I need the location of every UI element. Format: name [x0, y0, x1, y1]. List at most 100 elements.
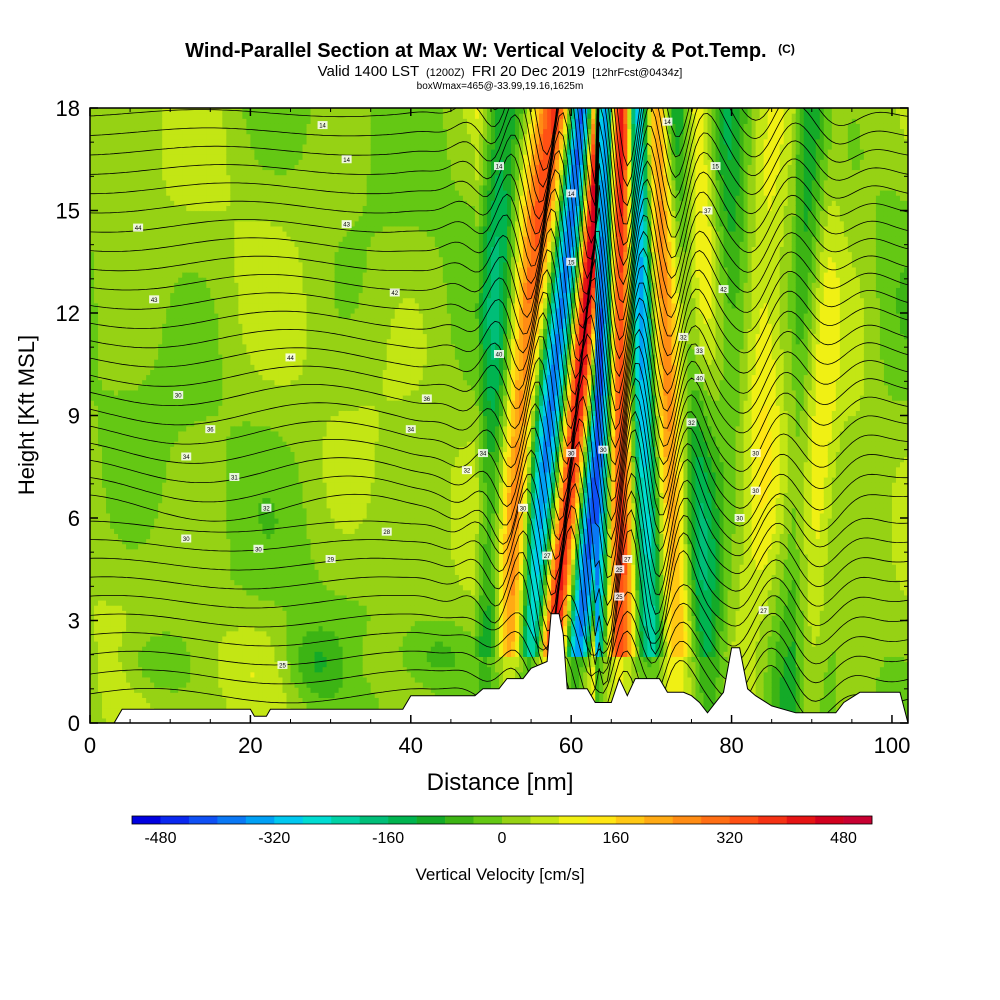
x-tick-label: 100 — [874, 733, 911, 758]
contour-label: 14 — [566, 189, 576, 198]
contour-label: 27 — [542, 552, 552, 561]
colorbar-tick-label: 320 — [716, 830, 743, 847]
contour-label: 27 — [622, 555, 632, 564]
title-copyright-mark: (C) — [778, 42, 795, 56]
colorbar-swatch — [189, 816, 218, 824]
colorbar-label: Vertical Velocity [cm/s] — [415, 865, 584, 884]
contour-label: 25 — [614, 593, 624, 602]
contour-label: 34 — [181, 453, 191, 462]
contour-label: 29 — [326, 555, 336, 564]
colorbar-swatch — [787, 816, 816, 824]
contour-label: 30 — [598, 446, 608, 455]
colorbar-tick-label: -160 — [372, 830, 404, 847]
contour-label: 43 — [149, 295, 159, 304]
contour-label: 27 — [759, 606, 769, 615]
colorbar-tick-label: -320 — [258, 830, 290, 847]
contour-label: 30 — [751, 449, 761, 458]
colorbar-swatch — [559, 816, 588, 824]
contour-label: 32 — [462, 466, 472, 475]
contour-label: 34 — [478, 449, 488, 458]
y-tick-label: 9 — [68, 404, 80, 429]
colorbar-swatch — [502, 816, 531, 824]
contour-label: 34 — [406, 425, 416, 434]
contour-label: 42 — [390, 289, 400, 298]
contour-label: 30 — [735, 514, 745, 523]
contour-label: 14 — [662, 118, 672, 127]
contour-label: 42 — [719, 285, 729, 294]
contour-label: 15 — [566, 258, 576, 267]
contour-label: 40 — [694, 374, 704, 383]
colorbar-swatch — [132, 816, 161, 824]
colorbar-swatch — [815, 816, 844, 824]
x-tick-label: 0 — [84, 733, 96, 758]
y-tick-label: 15 — [56, 199, 80, 224]
subtitle-valid: Valid 1400 LST — [318, 63, 419, 80]
contour-label: 28 — [382, 528, 392, 537]
contour-label: 36 — [422, 394, 432, 403]
colorbar-swatch — [217, 816, 246, 824]
contour-label: 14 — [342, 155, 352, 164]
plot-area: 14 14 14 14 15 44 43 37 43 42 42 44 40 32 33 40 30 36 36 34… — [90, 9, 909, 757]
colorbar-swatch — [331, 816, 360, 824]
contour-label: 30 — [751, 487, 761, 496]
figure: Wind-Parallel Section at Max W: Vertical… — [0, 0, 1000, 1000]
colorbar-swatch — [474, 816, 503, 824]
contour-label: 15 — [711, 162, 721, 171]
colorbar-tick-label: -480 — [144, 830, 176, 847]
contour-label: 44 — [285, 353, 295, 362]
contour-label: 33 — [694, 347, 704, 356]
colorbar-swatch — [530, 816, 559, 824]
contour-label: 43 — [342, 220, 352, 229]
contour-label: 30 — [253, 545, 263, 554]
colorbar-swatch — [673, 816, 702, 824]
colorbar-swatch — [587, 816, 616, 824]
subtitle-utc: (1200Z) — [426, 67, 465, 79]
contour-label: 44 — [133, 224, 143, 233]
y-axis-label: Height [Kft MSL] — [14, 335, 39, 495]
y-tick-label: 12 — [56, 301, 80, 326]
colorbar: -480 -320 -160 0 160 320 480 — [132, 816, 872, 847]
colorbar-swatch — [303, 816, 332, 824]
contour-label: 30 — [518, 504, 528, 513]
contour-label: 32 — [678, 333, 688, 342]
x-tick-label: 40 — [399, 733, 423, 758]
x-tick-label: 60 — [559, 733, 583, 758]
contour-label: 30 — [181, 535, 191, 544]
colorbar-swatch — [246, 816, 275, 824]
colorbar-swatch — [160, 816, 189, 824]
chart-title: Wind-Parallel Section at Max W: Vertical… — [185, 40, 766, 62]
y-tick-label: 6 — [68, 506, 80, 531]
y-tick-label: 3 — [68, 609, 80, 634]
contour-label: 31 — [229, 473, 239, 482]
contour-label: 14 — [494, 162, 504, 171]
colorbar-tick-label: 0 — [498, 830, 507, 847]
colorbar-swatch — [360, 816, 389, 824]
subtitle-box-wmax: boxWmax=465@-33.99,19.16,1625m — [417, 81, 584, 92]
colorbar-tick-label: 480 — [830, 830, 857, 847]
contour-label: 14 — [318, 121, 328, 130]
svg-text:Valid 1400 LST (1200Z): Valid 1400 LST (1200Z) FRI 20 Dec 2019 [… — [318, 63, 683, 80]
colorbar-swatch — [274, 816, 303, 824]
contour-label: 30 — [566, 449, 576, 458]
contour-label: 32 — [686, 418, 696, 427]
y-tick-label: 18 — [56, 96, 80, 121]
x-tick-label: 20 — [238, 733, 262, 758]
contour-label: 30 — [173, 391, 183, 400]
colorbar-swatch — [445, 816, 474, 824]
contour-label: 32 — [261, 504, 271, 513]
colorbar-swatch — [417, 816, 446, 824]
colorbar-swatch — [758, 816, 787, 824]
colorbar-swatch — [730, 816, 759, 824]
contour-label: 37 — [703, 207, 713, 216]
svg-text:Wind-Parallel Section at Max W: Wind-Parallel Section at Max W: Vertical… — [185, 40, 795, 62]
subtitle-forecast: [12hrFcst@0434z] — [592, 67, 682, 79]
colorbar-swatch — [388, 816, 417, 824]
contour-label: 36 — [205, 425, 215, 434]
contour-label: 40 — [494, 350, 504, 359]
x-tick-label: 80 — [719, 733, 743, 758]
colorbar-swatch — [616, 816, 645, 824]
x-axis-label: Distance [nm] — [427, 769, 574, 796]
colorbar-tick-label: 160 — [602, 830, 629, 847]
contour-label: 25 — [277, 661, 287, 670]
vertical-velocity-field — [90, 108, 909, 724]
